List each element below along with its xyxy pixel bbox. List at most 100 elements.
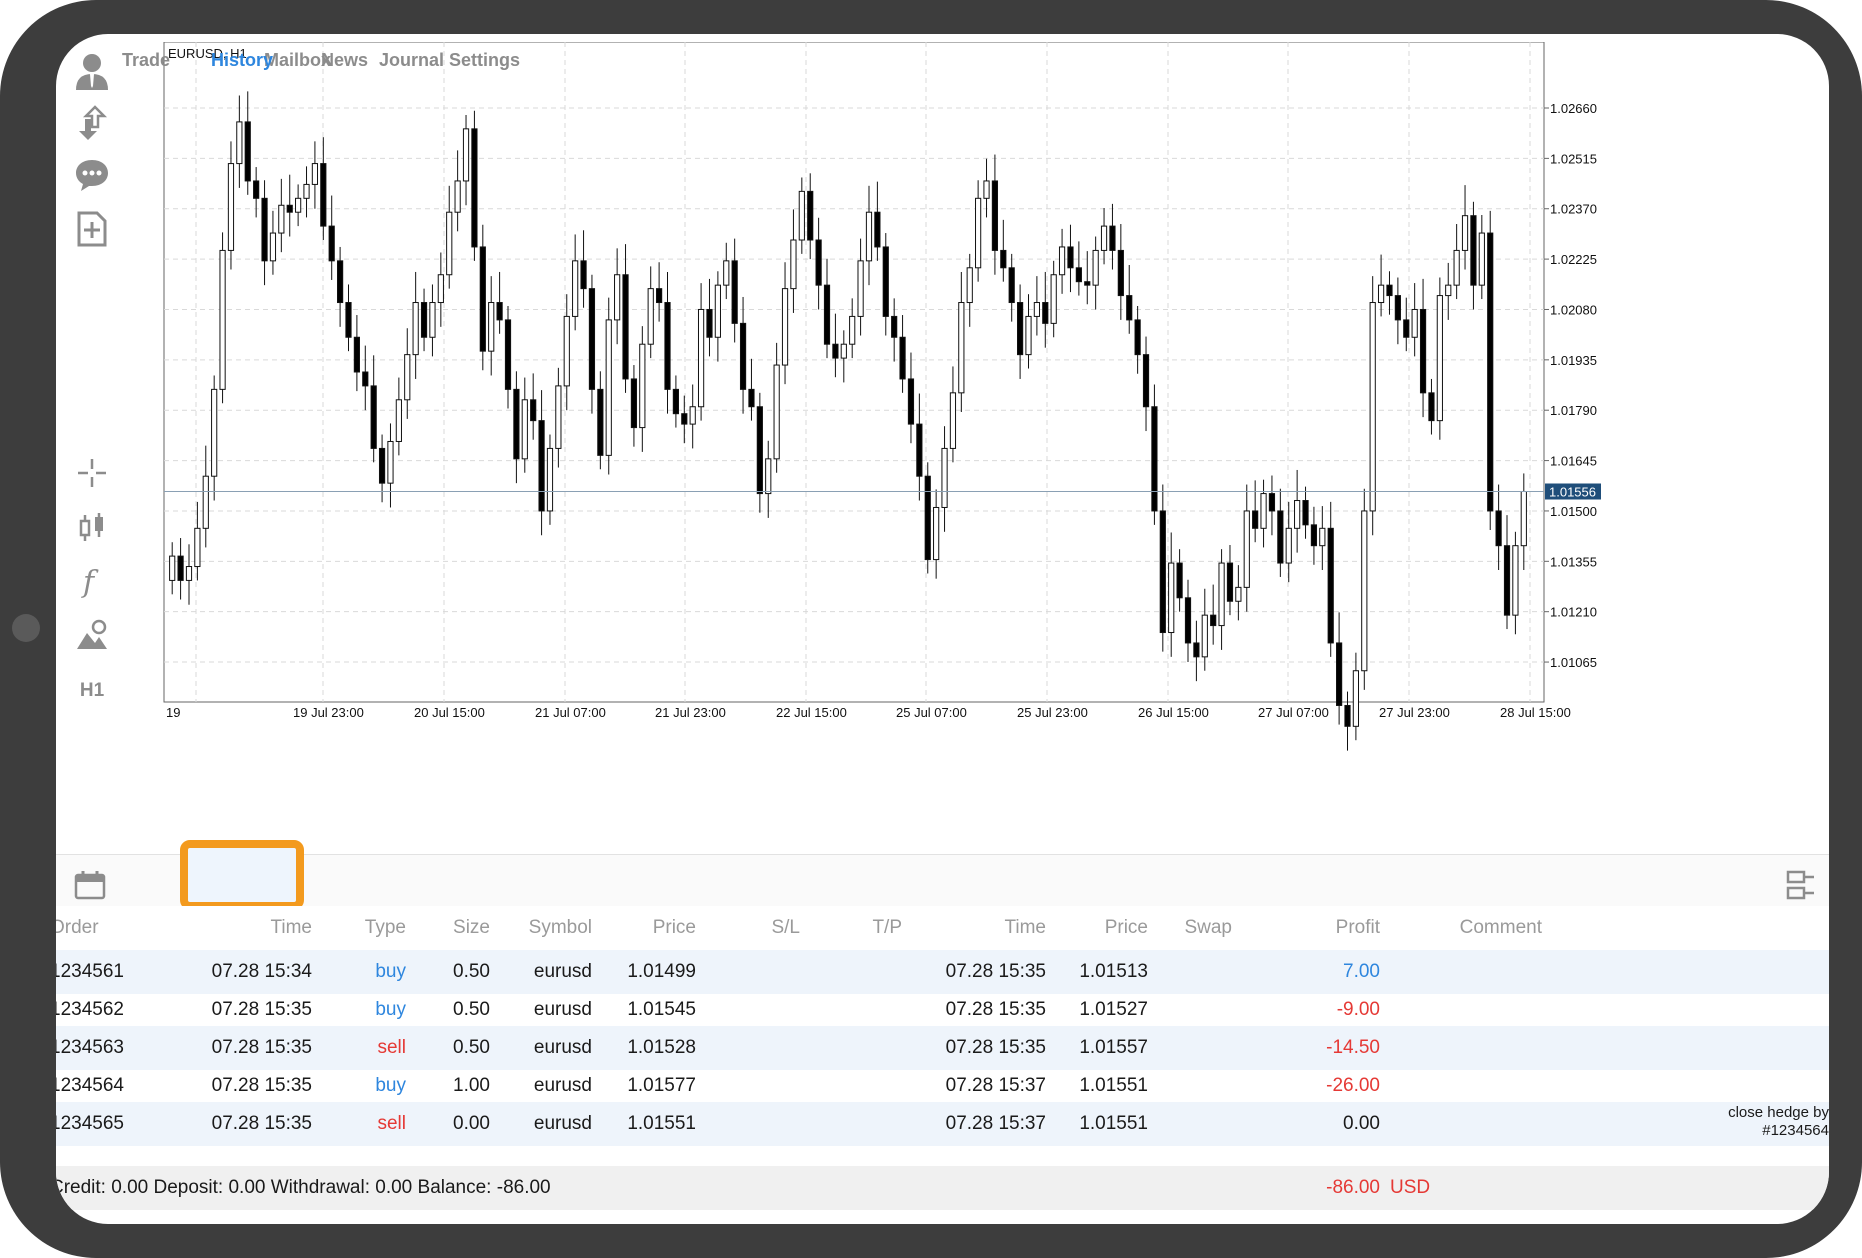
chart-canvas: 1.01556 1.026601.025151.023701.022251.02…: [163, 42, 1601, 751]
col-price[interactable]: Price: [652, 917, 696, 938]
table-row[interactable]: 1234562 07.28 15:35 buy 0.50 eurusd 1.01545 07…: [56, 988, 1829, 1032]
tab-journal[interactable]: Journal: [379, 50, 445, 70]
candle: [286, 174, 293, 237]
time-axis: 19 19 Jul 23:00 20 Jul 15:00 21 Jul 07:00 21…: [166, 705, 1571, 720]
account-icon[interactable]: [64, 48, 120, 94]
candle: [1134, 306, 1141, 374]
cell-price2: 1.01527: [1079, 999, 1148, 1020]
candle: [194, 501, 201, 581]
candle: [840, 330, 847, 383]
cell-order: 1234565: [56, 1113, 124, 1134]
col-size[interactable]: Size: [453, 917, 490, 938]
cell-time2: 07.28 15:35: [945, 999, 1046, 1020]
price-tick-label: 1.01210: [1550, 605, 1597, 620]
cell-size: 0.50: [453, 961, 490, 982]
candle: [479, 224, 486, 371]
price-tick-label: 1.01355: [1550, 554, 1597, 569]
candle: [1159, 484, 1166, 652]
tab-settings[interactable]: Settings: [449, 50, 521, 70]
candle: [656, 262, 663, 322]
cell-time: 07.28 15:35: [211, 1075, 312, 1096]
candle: [1453, 224, 1460, 300]
col-swap[interactable]: Swap: [1184, 917, 1232, 938]
table-row[interactable]: 1234564 07.28 15:35 buy 1.00 eurusd 1.01577 07…: [56, 1064, 1829, 1108]
candle: [219, 232, 226, 404]
table-row[interactable]: 1234563 07.28 15:35 sell 0.50 eurusd 1.01528 0…: [56, 1026, 1829, 1070]
cell-price: 1.01545: [627, 999, 696, 1020]
col-price2[interactable]: Price: [1104, 917, 1148, 938]
cell-time: 07.28 15:35: [211, 999, 312, 1020]
candle: [1403, 297, 1410, 352]
table-row[interactable]: 1234565 07.28 15:35 sell 0.00 eurusd 1.01551 0…: [56, 1102, 1829, 1146]
currency-label: USD: [1390, 1177, 1431, 1198]
tab-mailbox[interactable]: Mailbox: [264, 50, 332, 70]
candle: [320, 137, 327, 240]
col-tp[interactable]: T/P: [872, 917, 902, 938]
candle: [983, 158, 990, 218]
candle: [1369, 276, 1376, 536]
tab-news[interactable]: News: [321, 50, 369, 70]
candle: [1268, 475, 1276, 536]
col-time2[interactable]: Time: [1004, 917, 1046, 938]
candle: [278, 178, 285, 253]
col-type[interactable]: Type: [364, 917, 406, 938]
candle: [370, 355, 377, 463]
time-tick-label: 27 Jul 23:00: [1379, 705, 1450, 720]
balance-summary: Credit: 0.00 Deposit: 0.00 Withdrawal: 0…: [56, 1177, 551, 1198]
candle: [975, 180, 982, 282]
cell-symbol: eurusd: [533, 961, 592, 982]
price-tick-label: 1.02080: [1550, 302, 1597, 317]
chat-icon[interactable]: [64, 152, 120, 198]
cell-size: 0.50: [453, 999, 490, 1020]
candle: [664, 271, 671, 414]
objects-icon[interactable]: [64, 612, 120, 658]
new-order-icon[interactable]: [64, 206, 120, 252]
candle: [1285, 501, 1292, 583]
cell-price2: 1.01551: [1079, 1075, 1148, 1096]
timeframe-button[interactable]: H1: [79, 680, 105, 701]
candle: [1092, 236, 1099, 310]
tab-trade[interactable]: Trade: [122, 50, 171, 70]
candle: [1419, 278, 1427, 418]
col-symbol[interactable]: Symbol: [528, 917, 592, 938]
candle: [1428, 378, 1435, 435]
col-comment[interactable]: Comment: [1459, 917, 1542, 938]
indicators-icon[interactable]: f: [64, 558, 120, 604]
candle: [1235, 565, 1242, 621]
candle: [177, 538, 184, 600]
col-time[interactable]: Time: [270, 917, 312, 938]
time-tick-label: 27 Jul 07:00: [1258, 705, 1329, 720]
time-tick-label: 25 Jul 23:00: [1017, 705, 1088, 720]
crosshair-icon[interactable]: [64, 450, 120, 496]
candle: [933, 489, 940, 579]
candle: [387, 423, 394, 508]
candle: [924, 462, 931, 574]
candle: [295, 184, 302, 227]
camera-dot: [12, 614, 40, 642]
candle: [412, 271, 419, 379]
chart-type-icon[interactable]: [64, 504, 120, 550]
candle: [437, 252, 444, 327]
cell-type: sell: [377, 1113, 406, 1134]
history-highlight: [180, 840, 304, 910]
layout-icon[interactable]: [1786, 870, 1816, 900]
calendar-icon[interactable]: [74, 870, 106, 900]
candle: [269, 210, 277, 275]
trade-arrows-icon[interactable]: [64, 100, 120, 146]
candle: [1436, 277, 1443, 440]
current-price-tag: [1545, 483, 1601, 500]
price-chart[interactable]: 1.01556 1.02660 1.02515 1.02370 1.02225 1.02…: [128, 42, 1829, 854]
col-profit[interactable]: Profit: [1335, 917, 1380, 938]
candle: [991, 154, 999, 275]
cell-order: 1234564: [56, 1075, 124, 1096]
candle: [1084, 251, 1091, 305]
table-row[interactable]: 1234561 07.28 15:34 buy 0.50 eurusd 1.01499 07…: [56, 950, 1829, 994]
price-tick-label: 1.02515: [1550, 151, 1597, 166]
candle: [1117, 224, 1124, 320]
candle: [697, 283, 705, 421]
candle: [1361, 488, 1368, 690]
col-order[interactable]: Order: [56, 917, 99, 938]
candle: [471, 110, 478, 261]
tab-history[interactable]: History: [210, 50, 273, 70]
col-sl[interactable]: S/L: [771, 917, 800, 938]
